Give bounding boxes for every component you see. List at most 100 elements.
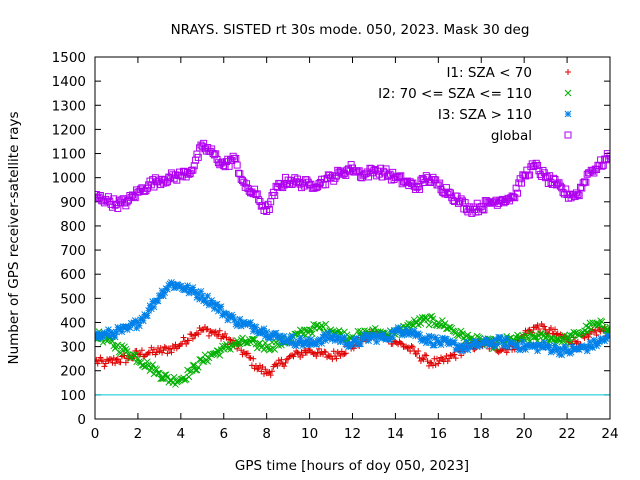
data-point-sample <box>250 355 257 362</box>
data-point-sample <box>203 326 210 333</box>
data-point-sample <box>582 178 590 186</box>
series-2 <box>95 279 610 359</box>
data-point-sample <box>419 355 426 362</box>
data-point <box>531 333 539 341</box>
data-point-sample <box>243 339 250 347</box>
legend-label: I1: SZA < 70 <box>446 65 532 81</box>
y-tick-label: 0 <box>77 412 86 428</box>
data-point-sample <box>308 330 316 337</box>
data-point-sample <box>311 350 318 357</box>
data-point-sample <box>422 339 430 347</box>
data-point-sample <box>256 362 263 369</box>
data-point-sample <box>130 193 138 201</box>
data-point-sample <box>192 288 199 296</box>
data-point-sample <box>185 373 193 381</box>
data-point-sample <box>493 341 501 348</box>
data-point-sample <box>201 351 209 359</box>
data-point-sample <box>184 282 191 289</box>
data-point-sample <box>160 375 167 383</box>
data-point-sample <box>562 344 570 352</box>
legend-marker <box>564 89 572 97</box>
data-point-sample <box>157 292 165 299</box>
data-point-sample <box>451 339 458 346</box>
data-point-sample <box>416 185 424 193</box>
data-point-sample <box>260 370 267 377</box>
data-point-sample <box>405 344 412 351</box>
data-point-sample <box>215 307 222 315</box>
data-point-sample <box>504 343 512 351</box>
data-point <box>445 340 453 348</box>
data-point-sample <box>149 361 157 368</box>
data-point <box>359 336 367 343</box>
data-point-sample <box>371 331 379 339</box>
data-point <box>156 292 163 300</box>
data-point-sample <box>567 337 575 345</box>
data-point-sample <box>443 353 450 360</box>
data-point-sample <box>429 362 436 369</box>
y-tick-label: 100 <box>60 388 86 404</box>
data-point-sample <box>416 354 423 361</box>
data-point-sample <box>399 341 406 348</box>
data-point-sample <box>223 310 230 318</box>
data-point-sample <box>296 334 304 342</box>
data-point-sample <box>109 337 116 345</box>
data-point-sample <box>281 363 288 370</box>
data-point-sample <box>233 322 241 329</box>
data-point-sample <box>278 356 285 363</box>
x-tick-label: 20 <box>516 426 533 442</box>
data-point-sample <box>590 336 598 344</box>
data-point-sample <box>277 360 284 367</box>
data-point-sample <box>457 195 465 203</box>
y-tick-label: 800 <box>60 219 86 235</box>
data-point <box>167 346 174 353</box>
data-point-sample <box>429 315 437 323</box>
data-point-sample <box>421 352 428 359</box>
x-tick-label: 12 <box>344 426 361 442</box>
data-point-sample <box>261 339 269 347</box>
data-point-sample <box>417 320 425 327</box>
data-point-sample <box>205 301 213 309</box>
data-point-sample <box>201 296 209 304</box>
data-point-sample <box>443 335 450 343</box>
y-tick-label: 600 <box>60 267 86 283</box>
data-point-sample <box>312 341 320 348</box>
x-tick-label: 2 <box>134 426 143 442</box>
y-tick-labels: 0 100 200 300 400 500 600 700 800 900 1000 1100 1200… <box>52 50 86 428</box>
data-point <box>220 333 227 340</box>
data-point-sample <box>257 326 265 334</box>
data-point-sample <box>95 360 101 367</box>
data-point-sample <box>534 322 541 329</box>
data-point-sample <box>214 332 221 339</box>
data-point-sample <box>583 328 591 336</box>
data-point-sample <box>550 174 558 182</box>
data-point-sample <box>200 139 208 147</box>
data-point-sample <box>229 313 237 321</box>
data-point-sample <box>280 332 288 340</box>
series-0 <box>95 321 610 379</box>
data-point-sample <box>517 179 525 187</box>
data-point-sample <box>288 332 296 340</box>
data-point-sample <box>232 154 240 162</box>
data-point-sample <box>605 155 610 163</box>
data-point-sample <box>461 199 469 207</box>
data-point-sample <box>237 322 245 330</box>
data-point-sample <box>567 348 575 356</box>
data-point-sample <box>150 303 158 311</box>
data-point-sample <box>195 331 202 338</box>
data-point-sample <box>97 354 104 361</box>
data-point-sample <box>439 334 446 342</box>
data-point-sample <box>169 280 177 288</box>
data-point-sample <box>428 333 435 341</box>
y-tick-label: 500 <box>60 291 86 307</box>
data-point-sample <box>479 205 487 213</box>
data-point-sample <box>586 319 594 327</box>
data-point-sample <box>190 362 198 369</box>
data-point-sample <box>593 342 600 350</box>
data-point-sample <box>286 340 293 347</box>
data-point-sample <box>503 335 511 342</box>
data-point-sample <box>415 348 422 355</box>
data-point-sample <box>282 359 289 366</box>
legend-marker <box>564 131 572 139</box>
data-point-sample <box>185 337 192 344</box>
